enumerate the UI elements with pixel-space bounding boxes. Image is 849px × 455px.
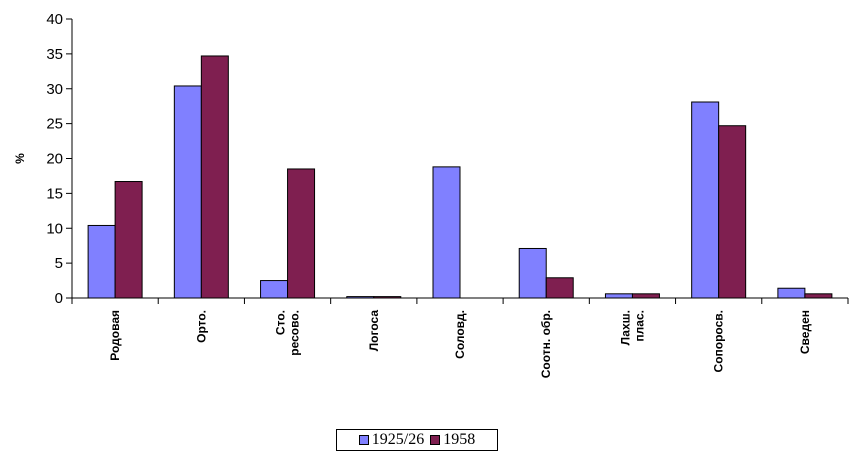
x-category-label-6-line-1: Соотн. обр. — [539, 310, 553, 378]
bar-9-series-1 — [777, 287, 806, 299]
bar-8-series-1 — [691, 101, 720, 299]
x-category-label-9: Сведен — [798, 310, 812, 354]
x-category-label-8: Сопоросв. — [712, 310, 726, 372]
x-category-label-2: Орто. — [194, 310, 208, 343]
y-axis-label: % — [13, 153, 27, 164]
x-category-label-7-line-1: Лахш. — [618, 310, 632, 345]
legend-item-series-2: 1958 — [430, 431, 475, 449]
x-category-label-5: Соловд. — [453, 310, 467, 359]
bar-1-series-2 — [114, 181, 143, 299]
legend-swatch-series-1 — [358, 435, 369, 445]
x-category-label-4-line-1: Логоса — [367, 310, 381, 352]
x-category-label-1: Родовая — [108, 310, 122, 361]
bar-2-series-2 — [200, 55, 229, 299]
x-category-label-3-line-2: ресово. — [288, 310, 302, 356]
x-category-label-7: Лахш.плас. — [618, 310, 646, 345]
x-category-label-1-line-1: Родовая — [108, 310, 122, 361]
legend-label-series-1: 1925/26 — [371, 431, 425, 448]
y-tick-label-3: 15 — [46, 185, 63, 202]
y-tick-label-4: 20 — [46, 151, 63, 168]
bar-1-series-1 — [87, 224, 116, 299]
y-tick-label-0: 0 — [55, 290, 63, 307]
bar-6-series-1 — [518, 247, 547, 299]
bar-6-series-2 — [545, 277, 574, 299]
legend-item-series-1: 1925/26 — [358, 431, 425, 449]
legend-swatch-series-2 — [430, 435, 441, 445]
x-category-label-3-line-1: Сто. — [274, 310, 288, 335]
bar-9-series-2 — [804, 293, 833, 299]
bar-7-series-1 — [604, 293, 633, 299]
bar-7-series-2 — [631, 293, 660, 299]
bar-5-series-1 — [432, 166, 461, 299]
y-tick-label-6: 30 — [46, 81, 63, 98]
x-category-label-8-line-1: Сопоросв. — [712, 310, 726, 372]
bar-3-series-2 — [287, 168, 316, 299]
bar-4-series-1 — [346, 296, 375, 299]
y-tick-label-5: 25 — [46, 116, 63, 133]
x-category-label-3: Сто.ресово. — [274, 310, 302, 356]
bar-2-series-1 — [173, 85, 202, 299]
x-category-label-5-line-1: Соловд. — [453, 310, 467, 359]
bar-4-series-2 — [373, 296, 402, 299]
y-tick-label-1: 5 — [55, 255, 63, 272]
y-tick-label-2: 10 — [46, 220, 63, 237]
x-category-label-2-line-1: Орто. — [194, 310, 208, 343]
bar-8-series-2 — [718, 125, 747, 299]
x-category-label-6: Соотн. обр. — [539, 310, 553, 378]
legend: 1925/26 1958 — [336, 429, 498, 451]
y-tick-label-7: 35 — [46, 46, 63, 63]
x-category-label-7-line-2: плас. — [632, 310, 646, 342]
bar-3-series-1 — [260, 280, 289, 299]
y-tick-label-8: 40 — [46, 11, 63, 28]
x-category-label-9-line-1: Сведен — [798, 310, 812, 354]
legend-label-series-2: 1958 — [443, 431, 476, 448]
x-category-label-4: Логоса — [367, 310, 381, 352]
